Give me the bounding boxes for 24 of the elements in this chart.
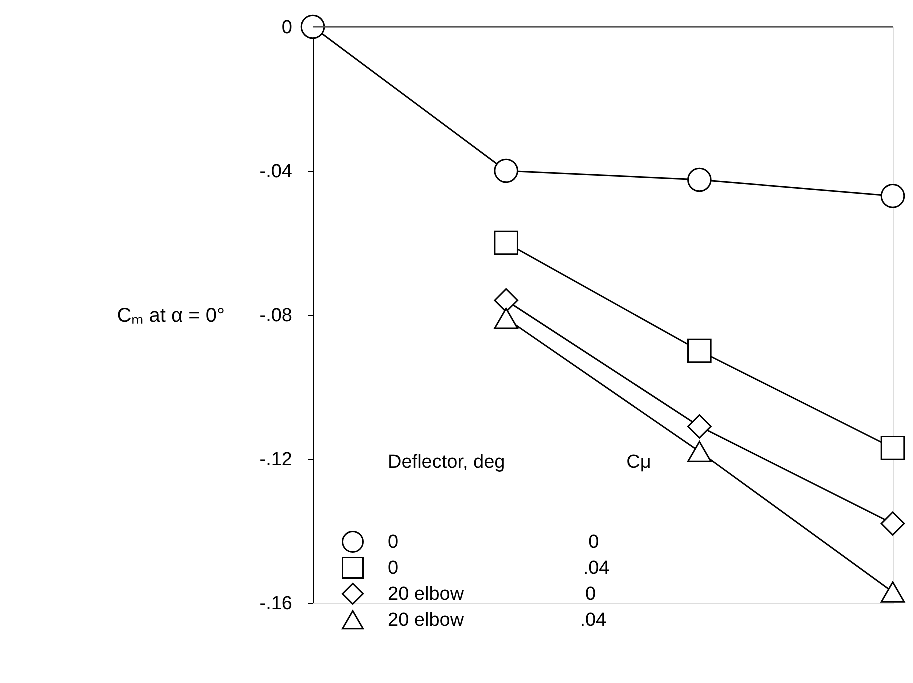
point	[300, 14, 326, 40]
point	[494, 308, 518, 330]
point	[494, 288, 518, 313]
legend-label: 20 elbow 0	[388, 584, 596, 605]
point	[880, 512, 906, 536]
point	[880, 436, 906, 460]
y-tick-label: -.04	[260, 162, 293, 182]
point	[688, 168, 712, 192]
point	[688, 338, 712, 364]
point	[880, 184, 906, 208]
y-tick-label: -.16	[260, 594, 292, 614]
point	[880, 582, 906, 603]
point	[688, 414, 712, 439]
point	[688, 441, 712, 462]
y-tick-label: 0	[282, 18, 292, 38]
point	[494, 158, 518, 184]
y-tick-label: -.08	[260, 306, 292, 326]
legend-label: 0 .04	[388, 558, 610, 579]
y-tick-label: -.12	[260, 450, 292, 470]
y-axis-title: Cₘ at α = 0°	[117, 305, 225, 327]
legend-label: 20 elbow .04	[388, 610, 608, 631]
legend-label: 0 0	[388, 532, 600, 553]
point	[494, 230, 518, 256]
legend-title: Deflector, deg Cμ	[388, 452, 652, 473]
